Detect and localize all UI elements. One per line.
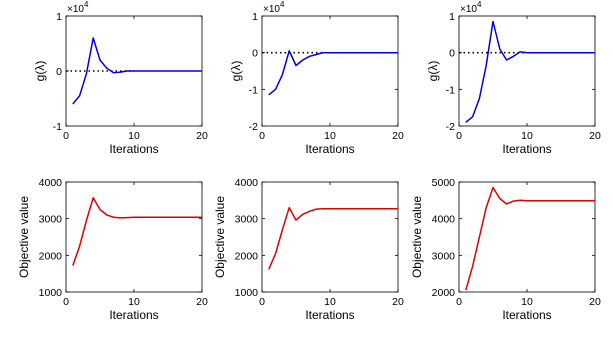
x-tick-label: 20: [392, 296, 404, 308]
y-tick-label: -1: [53, 121, 62, 133]
y-tick-label: 4000: [235, 177, 259, 189]
y-tick-label: 4000: [39, 177, 63, 189]
subplot-6: 0 10 20 2000 3000 4000 5000 Iterations Objective…: [410, 177, 601, 322]
y-axis-label: g(λ): [426, 61, 440, 82]
x-tick-label: 20: [196, 130, 208, 142]
y-axis-label: g(λ): [33, 61, 47, 82]
y-tick-label: 3000: [235, 214, 259, 226]
y-tick-label: -2: [249, 121, 258, 133]
y-tick-label: -1: [446, 84, 455, 96]
y-tick-label: -2: [446, 121, 455, 133]
x-axis-label: Iterations: [502, 142, 551, 156]
x-axis-label: Iterations: [502, 308, 551, 322]
series-line: [268, 206, 398, 270]
axes-box: [458, 15, 596, 127]
x-tick-label: 0: [259, 130, 265, 142]
y-tick-label: 1000: [235, 287, 259, 299]
series-line: [465, 20, 595, 123]
x-axis-label: Iterations: [305, 142, 354, 156]
x-tick-label: 20: [196, 296, 208, 308]
axes-box: [65, 181, 203, 293]
y-tick-label: 0: [252, 48, 258, 60]
y-tick-label: 1000: [39, 287, 63, 299]
series-line: [72, 37, 202, 105]
x-tick-label: 10: [324, 296, 336, 308]
axes-box: [261, 181, 399, 293]
subplot-5: 0 10 20 1000 2000 3000 4000 Iterations Objective…: [213, 177, 404, 322]
x-tick-label: 20: [392, 130, 404, 142]
x-tick-label: 0: [259, 296, 265, 308]
x-tick-label: 10: [521, 296, 533, 308]
x-axis-label: Iterations: [305, 308, 354, 322]
exponent-label: ×104: [460, 0, 482, 15]
subplot-3: 0 10 20 -2 -1 0 1 Iterations g(λ) ×104: [426, 0, 601, 156]
y-axis-label: g(λ): [229, 61, 243, 82]
y-axis-label: Objective value: [17, 196, 31, 278]
y-tick-label: 2000: [235, 250, 259, 262]
x-axis-label: Iterations: [109, 142, 158, 156]
y-axis-label: Objective value: [213, 196, 227, 278]
x-tick-label: 0: [456, 296, 462, 308]
y-tick-label: 3000: [39, 214, 63, 226]
x-tick-label: 0: [456, 130, 462, 142]
x-tick-label: 10: [128, 130, 140, 142]
x-tick-label: 20: [589, 130, 601, 142]
y-tick-label: 1: [56, 11, 62, 23]
series-line: [72, 197, 202, 266]
series-line: [465, 186, 595, 291]
y-tick-label: 0: [56, 66, 62, 78]
subplot-4: 0 10 20 1000 2000 3000 4000 Iterations Objective…: [17, 177, 208, 322]
axes-box: [261, 15, 399, 127]
y-tick-label: 2000: [39, 250, 63, 262]
series-line: [268, 50, 398, 96]
y-tick-label: 5000: [432, 177, 456, 189]
y-tick-label: 3000: [432, 250, 456, 262]
x-tick-label: 10: [521, 130, 533, 142]
x-tick-label: 20: [589, 296, 601, 308]
exponent-label: ×104: [263, 0, 285, 15]
y-axis-label: Objective value: [410, 196, 424, 278]
y-tick-label: 4000: [432, 214, 456, 226]
exponent-label: ×104: [67, 0, 89, 15]
x-axis-label: Iterations: [109, 308, 158, 322]
y-tick-label: 2000: [432, 287, 456, 299]
y-tick-label: 0: [449, 48, 455, 60]
x-tick-label: 0: [63, 130, 69, 142]
y-tick-label: 1: [449, 11, 455, 23]
x-tick-label: 0: [63, 296, 69, 308]
x-tick-label: 10: [324, 130, 336, 142]
y-tick-label: -1: [249, 84, 258, 96]
subplot-2: 0 10 20 -2 -1 0 1 Iterations g(λ) ×104: [229, 0, 404, 156]
x-tick-label: 10: [128, 296, 140, 308]
y-tick-label: 1: [252, 11, 258, 23]
